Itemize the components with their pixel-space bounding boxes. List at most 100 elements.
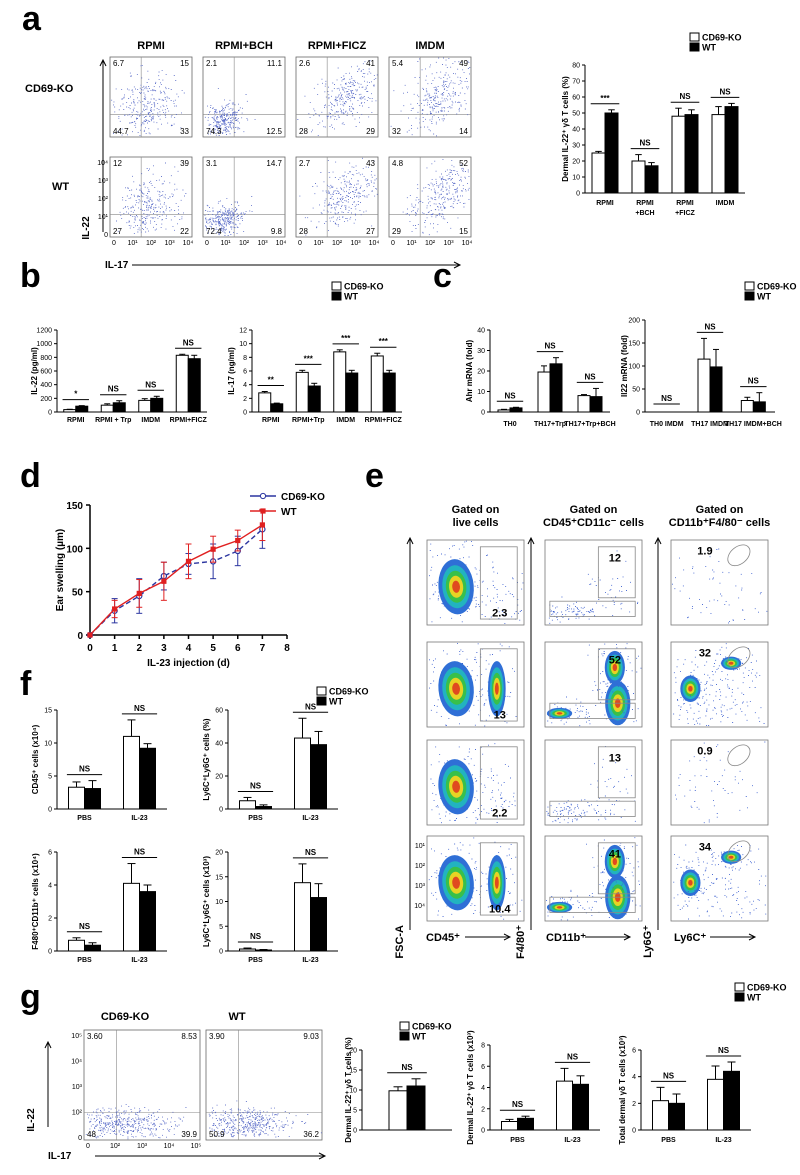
bar-wt (589, 396, 603, 413)
quadrant-lr: 22 (180, 227, 189, 236)
bar-wt (509, 407, 523, 413)
bar-ko (239, 948, 256, 952)
bar-wt (709, 366, 723, 413)
category-label: RPMI (676, 200, 694, 207)
bar-ko (123, 882, 140, 952)
gate-percent: 34 (699, 841, 712, 853)
quadrant-lr: 12.5 (266, 127, 282, 136)
gate (549, 896, 636, 913)
legend-label-wt: WT (747, 993, 761, 1003)
gate (479, 746, 518, 820)
flow-plot: 3.90 9.03 50.9 36.2 (205, 1029, 323, 1141)
y-tick-label: 6 (481, 1064, 485, 1071)
y-tick-label: 10⁴ (414, 903, 425, 910)
data-point-wt (235, 537, 241, 544)
y-tick-label: 50 (72, 588, 84, 599)
gate-percent: 13 (494, 710, 506, 722)
category-label: IMDM (716, 200, 735, 207)
sig-label: NS (718, 1046, 730, 1055)
category-label: PBS (248, 815, 263, 822)
y-axis-label: Dermal IL-22⁺ γδ T cells (%) (561, 76, 570, 182)
y-tick-label: 10³ (72, 1084, 83, 1091)
bar-ko (711, 114, 726, 194)
plot-frame (202, 156, 286, 238)
y-tick-label: 800 (40, 355, 52, 362)
y-tick-label: 50 (632, 387, 640, 394)
data-point-wt (136, 590, 142, 596)
y-tick-label: 4 (481, 1085, 485, 1092)
category-label: TH17 IMDM+BCH (725, 421, 782, 428)
sig-label: ** (268, 376, 275, 385)
flow-plot: 2.1 11.1 74.3 12.5 (202, 56, 286, 138)
quadrant-ur: 43 (366, 159, 375, 168)
sig-label: NS (719, 87, 731, 96)
quadrant-ll: 72.4 (206, 227, 222, 236)
y-tick-label: 20 (215, 774, 223, 781)
quadrant-ul: 3.60 (87, 1032, 103, 1041)
bar-ko (138, 399, 152, 413)
event-dots (204, 87, 256, 136)
gate (727, 646, 751, 669)
y-tick-label: 30 (477, 348, 485, 355)
plot-frame (388, 56, 472, 138)
sig-label: NS (679, 92, 691, 101)
gate-percent: 52 (609, 654, 621, 666)
y-tick-label: 40 (215, 741, 223, 748)
panel-label-g: g (20, 978, 41, 1016)
bar-ko (333, 351, 347, 413)
bar-wt (307, 385, 321, 413)
quadrant-ur: 9.03 (303, 1032, 319, 1041)
y-axis-label: Ly6C⁺Ly6G⁺ cells (x10³) (202, 856, 211, 947)
legend-swatch-wt (734, 992, 745, 1002)
bar-wt (549, 363, 563, 413)
x-tick-label: 10² (110, 1143, 121, 1150)
x-tick-label: 5 (210, 643, 216, 654)
x-tick-label: 6 (235, 643, 241, 654)
legend-label-ko: CD69-KO (702, 33, 742, 43)
gate-percent: 12 (609, 552, 621, 564)
event-dots (204, 196, 253, 236)
y-tick-label: 6 (243, 369, 247, 376)
il22-arrow-head (99, 58, 107, 67)
bar-ko (577, 395, 591, 413)
flow-plot: 3.60 8.53 48 39.9 10⁵ 10⁴ 10³ 10² 00 10² 10³ 10⁴ 10⁵ (71, 1029, 201, 1150)
panel-label-d: d (20, 457, 41, 495)
column-title: CD45⁺CD11c⁻ cells (543, 517, 644, 529)
sig-label: NS (134, 704, 146, 713)
sig-label: NS (79, 922, 91, 931)
sig-label: NS (108, 385, 120, 394)
density-contour (728, 661, 734, 665)
y-tick-label: 80 (572, 63, 580, 70)
bar-ko (501, 1121, 518, 1131)
gate (727, 744, 751, 767)
density-plot: 52 (544, 641, 643, 728)
category-label: IL-23 (131, 815, 147, 822)
bar-wt (75, 405, 89, 413)
bar-wt (139, 747, 156, 810)
gate-percent: 41 (609, 848, 621, 860)
y-axis-label: IL-22 (pg/ml) (30, 347, 39, 395)
y-tick-label: 10² (72, 1110, 83, 1117)
bar-ko (123, 735, 140, 810)
legend-marker-wt (260, 508, 266, 514)
x-tick-label: 10¹ (220, 240, 231, 247)
x-axis-label: Ly6C⁺ (674, 932, 706, 944)
y-tick-label: 0 (78, 1135, 82, 1142)
plot-frame (670, 739, 769, 826)
density-contour (452, 780, 461, 793)
plot-frame (295, 56, 379, 138)
bar-ko (631, 160, 646, 194)
gate-percent: 13 (609, 752, 621, 764)
chart-f-ly6cly6g: 0 20 40 60 Ly6C⁺Ly6G⁺ cells (%) PBS NS IL-23 NS (202, 702, 338, 822)
legend-label-ko: CD69-KO (329, 687, 369, 697)
y-tick-label: 10⁴ (71, 1059, 82, 1066)
x-tick-label: 10¹ (406, 240, 417, 247)
bar-ko (707, 1078, 724, 1131)
column-title: CD11b⁺F4/80⁻ cells (669, 517, 771, 529)
plot-frame (83, 1029, 201, 1141)
flow-plot: 1239272210⁴10³10²10¹0010¹10²10³10⁴ (97, 156, 193, 247)
legend-swatch-ko (399, 1021, 410, 1031)
event-dots (467, 764, 516, 823)
sig-label: NS (661, 394, 673, 403)
plot-frame (388, 156, 472, 238)
